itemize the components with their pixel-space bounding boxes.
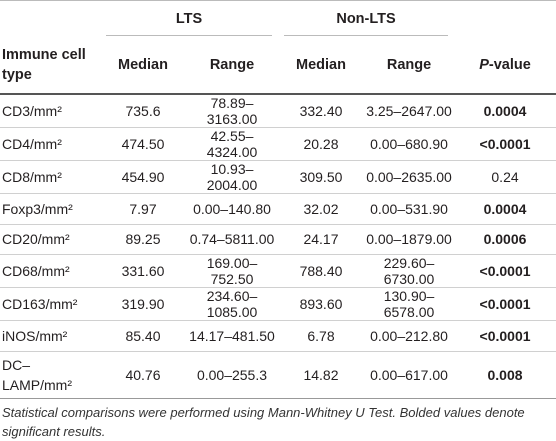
row-label: Foxp3/mm² bbox=[0, 193, 100, 225]
table-row: Foxp3/mm² 7.97 0.00–140.80 32.02 0.00–531.90… bbox=[0, 193, 556, 225]
lts-median: 319.90 bbox=[100, 287, 186, 322]
p-italic: P bbox=[479, 57, 489, 73]
row-label: iNOS/mm² bbox=[0, 320, 100, 352]
footnote: Statistical comparisons were performed u… bbox=[2, 404, 525, 439]
lts-range: 10.93–2004.00 bbox=[186, 160, 278, 194]
header-row: LTS Non-LTS bbox=[0, 0, 556, 37]
p-value: 0.0006 bbox=[454, 224, 556, 256]
column-header: Median bbox=[100, 37, 186, 95]
non-lts-range: 0.00–2635.00 bbox=[364, 160, 455, 194]
non-lts-median: 20.28 bbox=[278, 127, 364, 161]
column-header: Median bbox=[278, 37, 364, 95]
non-lts-median: 24.17 bbox=[278, 224, 364, 256]
lts-range: 0.00–255.3 bbox=[186, 351, 278, 399]
non-lts-median: 309.50 bbox=[278, 160, 364, 194]
row-label: CD8/mm² bbox=[0, 160, 100, 194]
p-value: 0.008 bbox=[454, 351, 556, 399]
non-lts-range: 229.60–6730.00 bbox=[364, 254, 455, 289]
lts-range: 14.17–481.50 bbox=[186, 320, 278, 352]
p-value: <0.0001 bbox=[454, 320, 556, 352]
row-label: CD20/mm² bbox=[0, 224, 100, 256]
p-value: <0.0001 bbox=[454, 127, 556, 161]
lts-range: 0.74–5811.00 bbox=[186, 224, 278, 256]
lts-median: 331.60 bbox=[100, 254, 186, 289]
non-lts-median: 788.40 bbox=[278, 254, 364, 289]
non-lts-median: 893.60 bbox=[278, 287, 364, 322]
row-label: CD163/mm² bbox=[0, 287, 100, 322]
p-rest: -value bbox=[488, 57, 531, 73]
lts-range: 42.55–4324.00 bbox=[186, 127, 278, 161]
non-lts-range: 3.25–2647.00 bbox=[364, 94, 455, 128]
table-row: CD4/mm² 474.50 42.55–4324.00 20.28 0.00–680.… bbox=[0, 127, 556, 161]
table-row: CD20/mm² 89.25 0.74–5811.00 24.17 0.00–1879.… bbox=[0, 224, 556, 256]
lts-range: 234.60–1085.00 bbox=[186, 287, 278, 322]
non-lts-median: 6.78 bbox=[278, 320, 364, 352]
row-label: CD3/mm² bbox=[0, 94, 100, 128]
lts-median: 89.25 bbox=[100, 224, 186, 256]
row-label: DC– LAMP/mm² bbox=[0, 351, 100, 399]
table-row: iNOS/mm² 85.40 14.17–481.50 6.78 0.00–212.80… bbox=[0, 320, 556, 352]
lts-median: 474.50 bbox=[100, 127, 186, 161]
p-value: <0.0001 bbox=[454, 287, 556, 322]
lts-range: 0.00–140.80 bbox=[186, 193, 278, 225]
non-lts-median: 32.02 bbox=[278, 193, 364, 225]
column-header: Range bbox=[186, 37, 278, 95]
lts-range: 78.89–3163.00 bbox=[186, 94, 278, 128]
column-header: Immune cell type bbox=[0, 37, 100, 95]
table: LTS Non-LTS Immune cell type Median Rang… bbox=[0, 0, 556, 399]
column-header: P-value bbox=[454, 37, 556, 95]
table-row: CD3/mm² 735.6 78.89–3163.00 332.40 3.25–2647… bbox=[0, 94, 556, 128]
non-lts-range: 130.90–6578.00 bbox=[364, 287, 455, 322]
p-value: <0.0001 bbox=[454, 254, 556, 289]
row-label: CD68/mm² bbox=[0, 254, 100, 289]
table-row: DC– LAMP/mm² 40.76 0.00–255.3 14.82 0.00–617… bbox=[0, 351, 556, 399]
lts-median: 454.90 bbox=[100, 160, 186, 194]
table-row: CD68/mm² 331.60 169.00–752.50 788.40 229.60–… bbox=[0, 254, 556, 289]
non-lts-range: 0.00–617.00 bbox=[364, 351, 455, 399]
header-row: Immune cell type Median Range Median Ran… bbox=[0, 37, 556, 95]
p-value: 0.0004 bbox=[454, 193, 556, 225]
column-header: Range bbox=[364, 37, 455, 95]
table-body: CD3/mm² 735.6 78.89–3163.00 332.40 3.25–2647… bbox=[0, 94, 556, 399]
p-value: 0.0004 bbox=[454, 94, 556, 128]
non-lts-range: 0.00–212.80 bbox=[364, 320, 455, 352]
lts-median: 7.97 bbox=[100, 193, 186, 225]
group-header: LTS bbox=[100, 0, 278, 37]
non-lts-median: 332.40 bbox=[278, 94, 364, 128]
non-lts-range: 0.00–531.90 bbox=[364, 193, 455, 225]
lts-median: 735.6 bbox=[100, 94, 186, 128]
non-lts-range: 0.00–1879.00 bbox=[364, 224, 455, 256]
table-row: CD163/mm² 319.90 234.60–1085.00 893.60 130.9… bbox=[0, 287, 556, 322]
non-lts-range: 0.00–680.90 bbox=[364, 127, 455, 161]
lts-range: 169.00–752.50 bbox=[186, 254, 278, 289]
table-row: CD8/mm² 454.90 10.93–2004.00 309.50 0.00–263… bbox=[0, 160, 556, 194]
p-value: 0.24 bbox=[454, 160, 556, 194]
non-lts-median: 14.82 bbox=[278, 351, 364, 399]
group-header: Non-LTS bbox=[278, 0, 455, 37]
row-label: CD4/mm² bbox=[0, 127, 100, 161]
lts-median: 40.76 bbox=[100, 351, 186, 399]
lts-median: 85.40 bbox=[100, 320, 186, 352]
